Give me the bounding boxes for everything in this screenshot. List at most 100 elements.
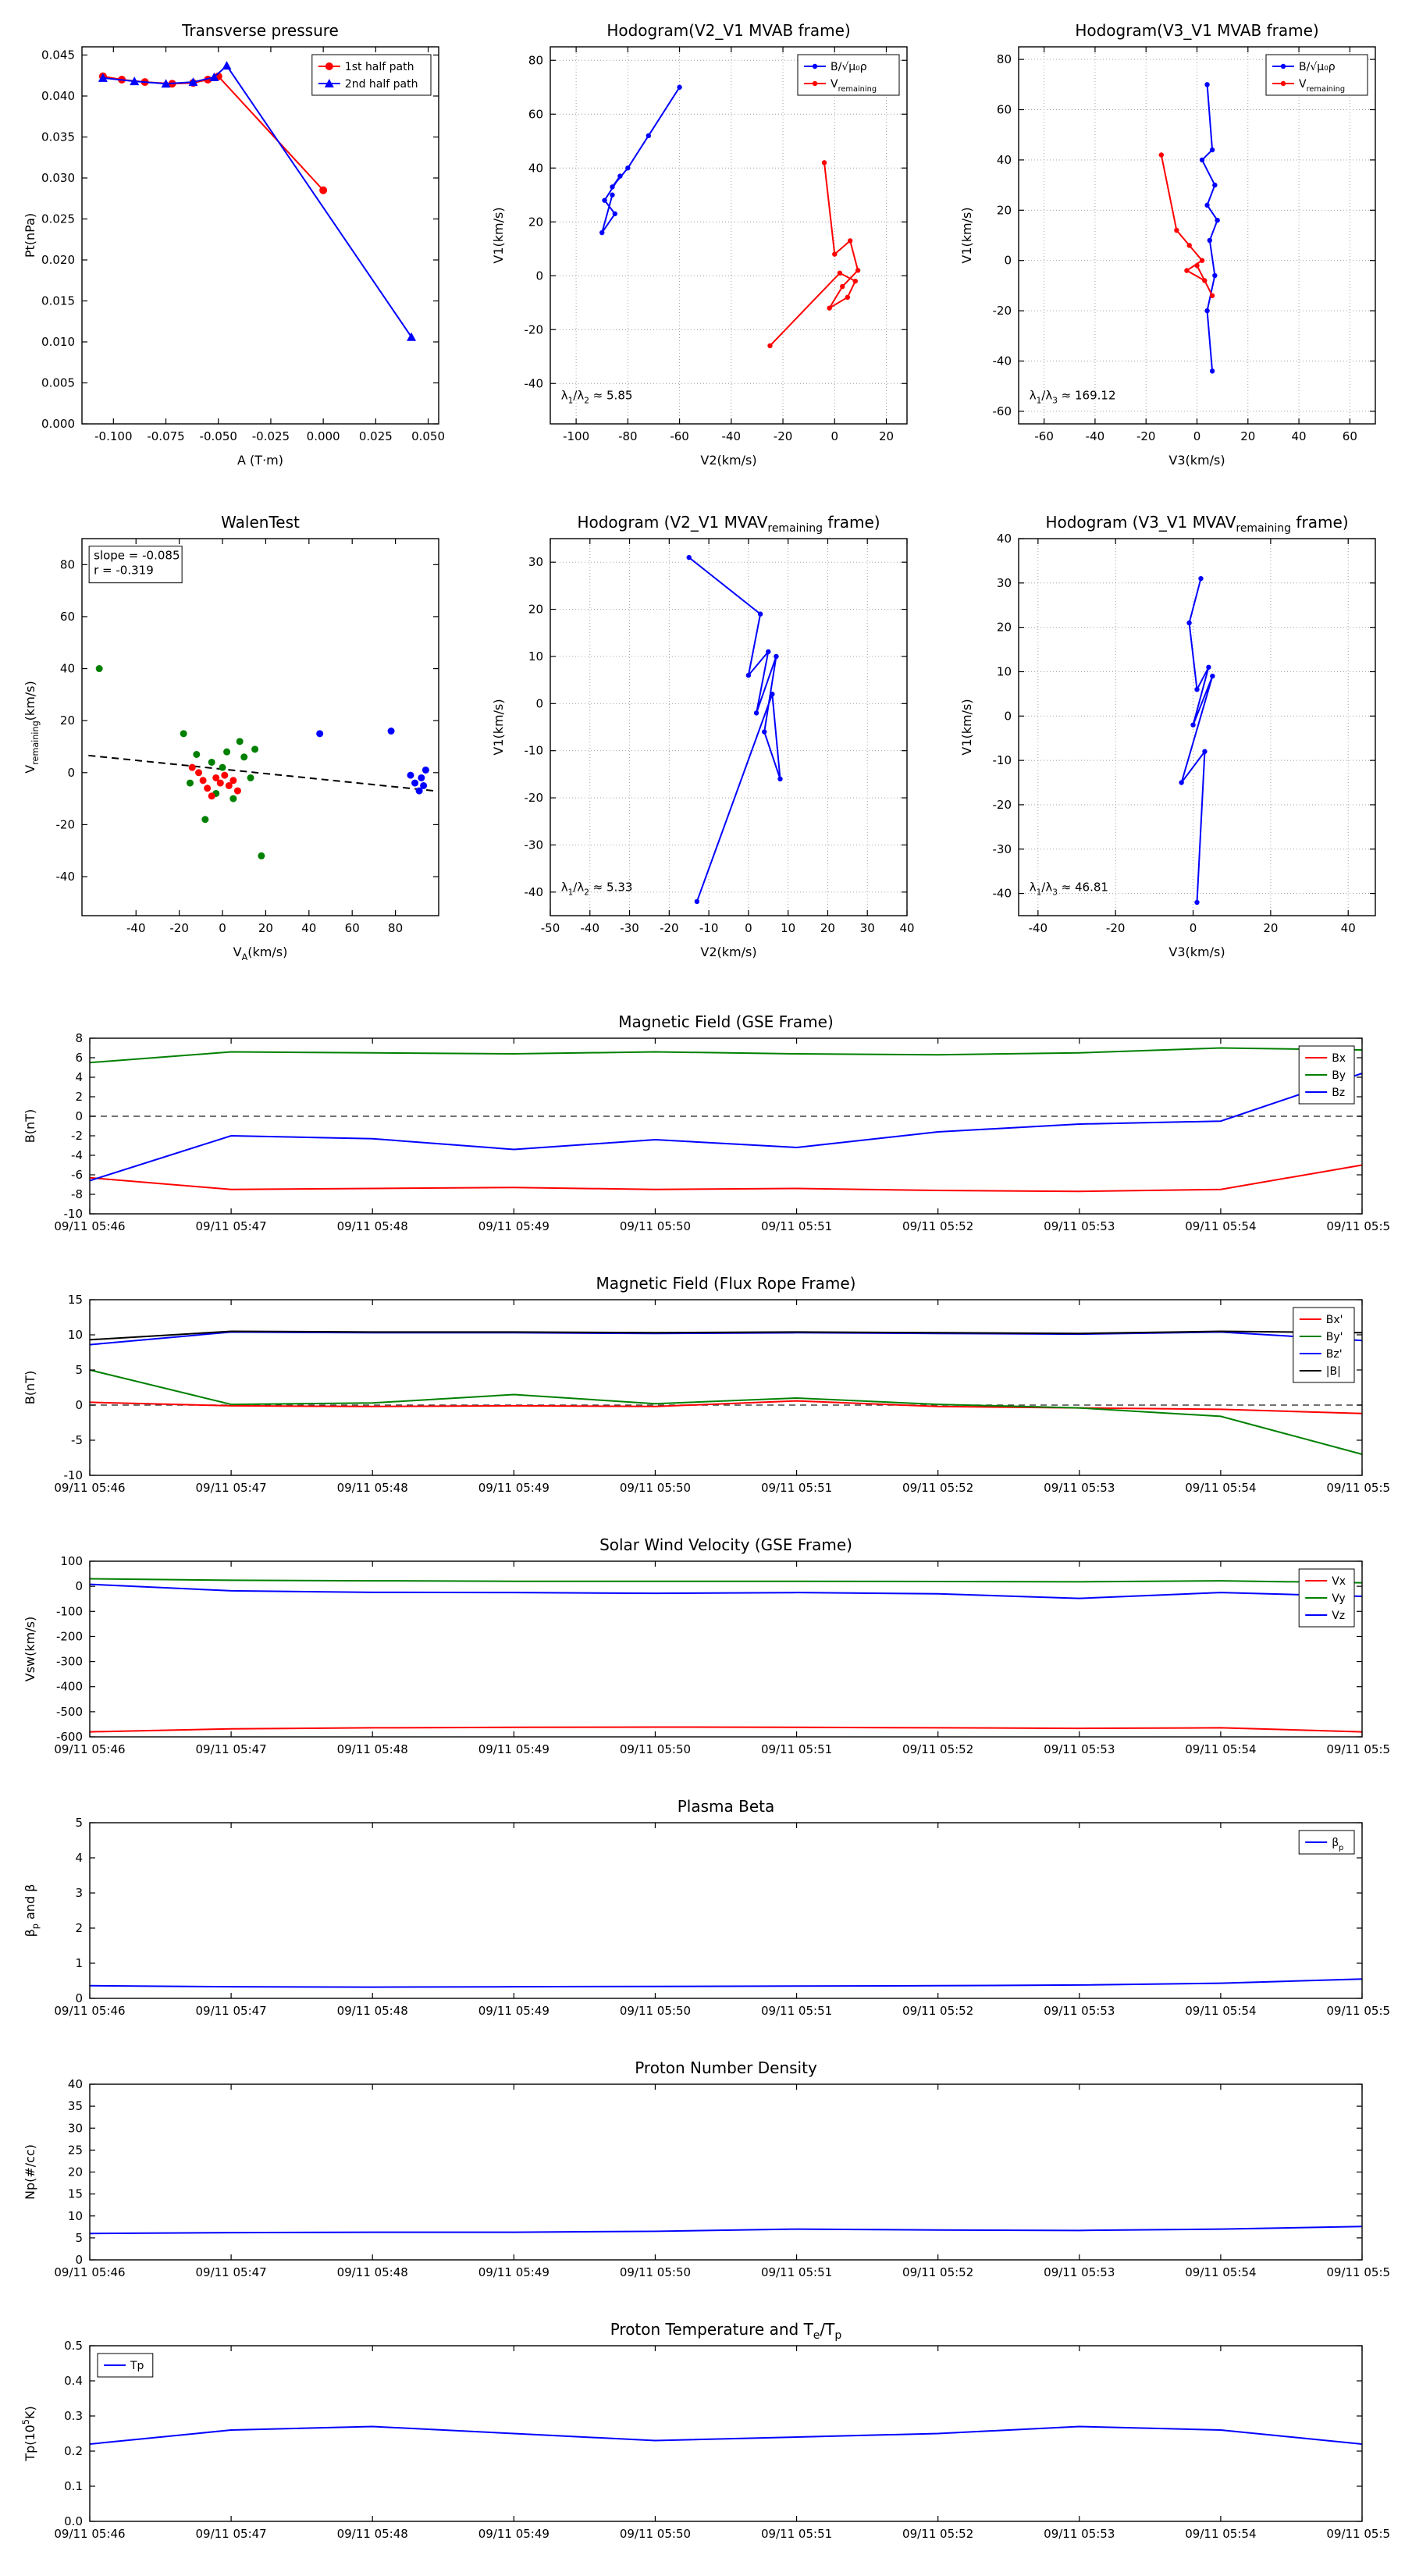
svg-text:-600: -600 bbox=[56, 1730, 83, 1744]
svg-text:2: 2 bbox=[75, 1921, 83, 1935]
svg-text:-60: -60 bbox=[1034, 429, 1054, 443]
svg-text:|B|: |B| bbox=[1326, 1365, 1341, 1378]
svg-text:0.025: 0.025 bbox=[359, 429, 393, 443]
svg-text:-500: -500 bbox=[56, 1705, 83, 1719]
svg-text:-40: -40 bbox=[525, 376, 544, 390]
chart-hodogram-v3v1-mvav: -40 -20 0 20 40 -40 -30 -20 -10 0 10 20 30 40 Hodogram… bbox=[952, 503, 1389, 967]
svg-text:0.040: 0.040 bbox=[41, 89, 75, 103]
svg-text:09/11 05:52: 09/11 05:52 bbox=[902, 1481, 973, 1495]
svg-text:09/11 05:46: 09/11 05:46 bbox=[54, 2527, 125, 2541]
svg-text:0.030: 0.030 bbox=[41, 171, 75, 185]
svg-text:20: 20 bbox=[1263, 921, 1278, 935]
svg-text:0: 0 bbox=[831, 429, 839, 443]
svg-text:5: 5 bbox=[75, 1363, 83, 1377]
svg-text:20: 20 bbox=[997, 621, 1012, 635]
svg-text:0: 0 bbox=[75, 1579, 83, 1593]
svg-text:0.4: 0.4 bbox=[64, 2374, 83, 2388]
svg-text:Bz: Bz bbox=[1332, 1087, 1345, 1099]
svg-text:20: 20 bbox=[879, 429, 894, 443]
svg-text:3: 3 bbox=[75, 1886, 83, 1900]
svg-text:-10: -10 bbox=[993, 753, 1012, 767]
svg-text:20: 20 bbox=[997, 203, 1012, 217]
svg-text:By: By bbox=[1332, 1069, 1346, 1082]
svg-text:-400: -400 bbox=[56, 1680, 83, 1694]
svg-text:λ1/λ2 ≈ 5.33: λ1/λ2 ≈ 5.33 bbox=[561, 881, 633, 898]
svg-text:Bx': Bx' bbox=[1326, 1314, 1343, 1326]
svg-text:10: 10 bbox=[68, 1328, 83, 1342]
svg-text:-40: -40 bbox=[56, 870, 76, 884]
svg-text:Pt(nPa): Pt(nPa) bbox=[23, 213, 37, 258]
svg-text:-10: -10 bbox=[699, 921, 719, 935]
svg-text:09/11 05:48: 09/11 05:48 bbox=[337, 2004, 408, 2018]
svg-text:V3(km/s): V3(km/s) bbox=[1168, 945, 1225, 959]
svg-text:Vz: Vz bbox=[1332, 1610, 1345, 1622]
svg-text:09/11 05:52: 09/11 05:52 bbox=[902, 1219, 973, 1233]
svg-text:09/11 05:50: 09/11 05:50 bbox=[620, 2265, 691, 2279]
svg-text:40: 40 bbox=[1292, 429, 1307, 443]
svg-text:20: 20 bbox=[528, 603, 543, 617]
svg-text:Vy: Vy bbox=[1332, 1592, 1346, 1605]
svg-text:Vremaining(km/s): Vremaining(km/s) bbox=[23, 681, 41, 774]
svg-text:25: 25 bbox=[68, 2143, 83, 2157]
svg-text:-40: -40 bbox=[525, 885, 544, 899]
svg-text:6: 6 bbox=[75, 1051, 83, 1065]
svg-text:-20: -20 bbox=[56, 817, 76, 831]
svg-text:-60: -60 bbox=[993, 404, 1012, 418]
svg-text:20: 20 bbox=[68, 2165, 83, 2179]
svg-text:40: 40 bbox=[1341, 921, 1356, 935]
svg-text:-20: -20 bbox=[525, 791, 544, 805]
svg-text:Vx: Vx bbox=[1332, 1575, 1346, 1588]
svg-text:Tp(105K): Tp(105K) bbox=[21, 2406, 37, 2461]
svg-text:-40: -40 bbox=[722, 429, 742, 443]
svg-text:slope = -0.085: slope = -0.085 bbox=[94, 549, 180, 563]
svg-text:0.000: 0.000 bbox=[41, 417, 75, 431]
svg-text:40: 40 bbox=[60, 662, 75, 676]
svg-text:-50: -50 bbox=[541, 921, 560, 935]
svg-text:-60: -60 bbox=[670, 429, 689, 443]
svg-text:B/√μ₀ρ: B/√μ₀ρ bbox=[1299, 61, 1336, 73]
svg-text:09/11 05:51: 09/11 05:51 bbox=[761, 2004, 832, 2018]
svg-text:09/11 05:51: 09/11 05:51 bbox=[761, 2527, 832, 2541]
svg-text:0.020: 0.020 bbox=[41, 253, 75, 267]
svg-text:09/11 05:52: 09/11 05:52 bbox=[902, 2004, 973, 2018]
svg-text:λ1/λ3 ≈ 169.12: λ1/λ3 ≈ 169.12 bbox=[1030, 389, 1116, 406]
svg-text:09/11 05:54: 09/11 05:54 bbox=[1185, 1481, 1256, 1495]
svg-text:09/11 05:50: 09/11 05:50 bbox=[620, 2527, 691, 2541]
svg-text:-10: -10 bbox=[64, 1468, 84, 1482]
svg-text:0.025: 0.025 bbox=[41, 212, 75, 226]
svg-text:10: 10 bbox=[997, 664, 1012, 678]
svg-text:40: 40 bbox=[301, 921, 316, 935]
svg-text:09/11 05:50: 09/11 05:50 bbox=[620, 1742, 691, 1756]
svg-text:30: 30 bbox=[528, 555, 543, 569]
svg-text:60: 60 bbox=[997, 103, 1012, 117]
svg-text:30: 30 bbox=[997, 576, 1012, 590]
svg-text:Np(#/cc): Np(#/cc) bbox=[23, 2144, 37, 2200]
svg-text:40: 40 bbox=[68, 2077, 83, 2091]
chart-magnetic-field-flux-rope: 09/11 05:46 09/11 05:47 09/11 05:48 09/11 0… bbox=[16, 1268, 1398, 1514]
svg-text:V1(km/s): V1(km/s) bbox=[491, 207, 506, 263]
svg-text:09/11 05:54: 09/11 05:54 bbox=[1185, 1742, 1256, 1756]
svg-text:0.5: 0.5 bbox=[64, 2339, 83, 2353]
svg-text:0.3: 0.3 bbox=[64, 2409, 83, 2423]
svg-text:-40: -40 bbox=[1086, 429, 1105, 443]
svg-text:Vremaining: Vremaining bbox=[831, 78, 877, 94]
svg-text:60: 60 bbox=[1343, 429, 1357, 443]
svg-text:80: 80 bbox=[997, 52, 1012, 66]
chart-proton-temperature: 09/11 05:46 09/11 05:47 09/11 05:48 09/11 0… bbox=[16, 2314, 1398, 2560]
svg-text:V3(km/s): V3(km/s) bbox=[1168, 453, 1225, 468]
svg-text:0: 0 bbox=[75, 2253, 83, 2267]
svg-text:09/11 05:49: 09/11 05:49 bbox=[478, 1219, 550, 1233]
svg-text:60: 60 bbox=[60, 610, 75, 624]
svg-text:Solar Wind Velocity (GSE Frame: Solar Wind Velocity (GSE Frame) bbox=[599, 1535, 852, 1554]
svg-text:-0.075: -0.075 bbox=[147, 429, 184, 443]
svg-text:-4: -4 bbox=[71, 1148, 83, 1162]
svg-text:-30: -30 bbox=[993, 842, 1012, 856]
svg-text:2nd half path: 2nd half path bbox=[345, 78, 418, 91]
svg-text:WalenTest: WalenTest bbox=[221, 513, 300, 532]
svg-text:09/11 05:49: 09/11 05:49 bbox=[478, 2004, 550, 2018]
svg-text:-40: -40 bbox=[993, 887, 1012, 901]
svg-text:5: 5 bbox=[75, 2231, 83, 2245]
chart-solar-wind-velocity: 09/11 05:46 09/11 05:47 09/11 05:48 09/11 0… bbox=[16, 1530, 1398, 1775]
svg-text:09/11 05:52: 09/11 05:52 bbox=[902, 2527, 973, 2541]
svg-text:0: 0 bbox=[67, 766, 75, 780]
